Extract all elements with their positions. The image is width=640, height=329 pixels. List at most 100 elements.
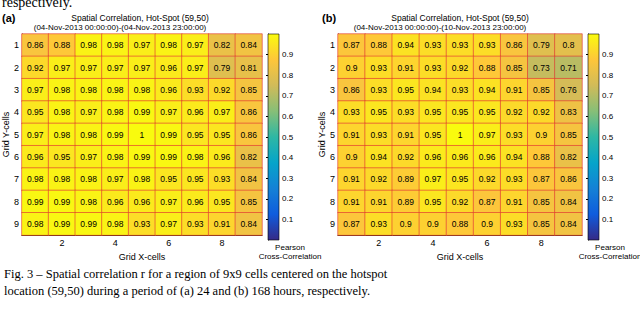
svg-text:0.7: 0.7 <box>282 91 294 100</box>
svg-text:0.93: 0.93 <box>370 85 387 95</box>
svg-text:0.96: 0.96 <box>107 197 124 207</box>
svg-text:0.97: 0.97 <box>425 174 442 184</box>
svg-text:0.86: 0.86 <box>27 40 44 50</box>
svg-text:0.3: 0.3 <box>602 174 614 183</box>
svg-text:0.5: 0.5 <box>602 133 614 142</box>
svg-text:0.86: 0.86 <box>506 40 523 50</box>
svg-text:0.95: 0.95 <box>398 85 415 95</box>
svg-text:0.98: 0.98 <box>187 152 204 162</box>
svg-text:4: 4 <box>14 107 19 117</box>
svg-text:0.95: 0.95 <box>425 107 442 117</box>
svg-text:1: 1 <box>330 40 335 50</box>
svg-text:0.88: 0.88 <box>54 40 71 50</box>
svg-text:6: 6 <box>330 152 335 162</box>
svg-text:0.97: 0.97 <box>27 130 44 140</box>
svg-text:0.9: 0.9 <box>427 219 439 229</box>
svg-text:0.87: 0.87 <box>343 219 360 229</box>
svg-text:0.3: 0.3 <box>282 174 294 183</box>
svg-text:0.97: 0.97 <box>107 174 124 184</box>
svg-text:0.84: 0.84 <box>560 197 577 207</box>
svg-text:0.98: 0.98 <box>134 174 151 184</box>
svg-text:0.99: 0.99 <box>54 219 71 229</box>
svg-text:0.95: 0.95 <box>479 107 496 117</box>
svg-text:0.95: 0.95 <box>187 130 204 140</box>
svg-text:0.95: 0.95 <box>425 130 442 140</box>
svg-text:0.96: 0.96 <box>479 152 496 162</box>
svg-text:0.95: 0.95 <box>54 152 71 162</box>
svg-text:6: 6 <box>485 238 490 248</box>
svg-text:0.92: 0.92 <box>398 152 415 162</box>
svg-text:0.97: 0.97 <box>80 63 97 73</box>
svg-text:0.91: 0.91 <box>506 197 523 207</box>
svg-text:0.89: 0.89 <box>398 174 415 184</box>
svg-text:0.94: 0.94 <box>398 40 415 50</box>
svg-text:0.98: 0.98 <box>107 107 124 117</box>
svg-text:0.99: 0.99 <box>54 197 71 207</box>
svg-text:8: 8 <box>330 197 335 207</box>
svg-text:0.93: 0.93 <box>506 130 523 140</box>
svg-text:0.93: 0.93 <box>187 85 204 95</box>
svg-text:7: 7 <box>14 174 19 184</box>
svg-text:0.98: 0.98 <box>80 130 97 140</box>
svg-text:0.6: 0.6 <box>602 112 614 121</box>
svg-text:0.91: 0.91 <box>370 197 387 207</box>
svg-text:0.6: 0.6 <box>282 112 294 121</box>
svg-text:0.93: 0.93 <box>187 219 204 229</box>
svg-text:0.95: 0.95 <box>214 130 231 140</box>
svg-text:2: 2 <box>59 238 64 248</box>
svg-text:0.96: 0.96 <box>160 85 177 95</box>
svg-text:0.93: 0.93 <box>343 107 360 117</box>
svg-text:0.98: 0.98 <box>27 219 44 229</box>
svg-text:0.71: 0.71 <box>560 63 577 73</box>
svg-text:0.96: 0.96 <box>425 152 442 162</box>
svg-text:0.96: 0.96 <box>187 107 204 117</box>
svg-text:0.9: 0.9 <box>481 219 493 229</box>
svg-text:0.9: 0.9 <box>535 130 547 140</box>
svg-text:0.98: 0.98 <box>80 40 97 50</box>
svg-text:0.95: 0.95 <box>452 174 469 184</box>
svg-text:0.84: 0.84 <box>240 219 257 229</box>
svg-text:0.93: 0.93 <box>506 174 523 184</box>
svg-text:0.95: 0.95 <box>27 107 44 117</box>
svg-text:0.98: 0.98 <box>160 40 177 50</box>
svg-text:0.82: 0.82 <box>214 40 231 50</box>
svg-text:0.85: 0.85 <box>560 130 577 140</box>
svg-text:0.98: 0.98 <box>107 152 124 162</box>
svg-text:0.91: 0.91 <box>343 174 360 184</box>
svg-text:0.92: 0.92 <box>479 174 496 184</box>
svg-text:0.5: 0.5 <box>282 133 294 142</box>
svg-text:0.89: 0.89 <box>398 197 415 207</box>
svg-text:1: 1 <box>14 40 19 50</box>
svg-text:0.88: 0.88 <box>452 219 469 229</box>
svg-text:0.87: 0.87 <box>533 174 550 184</box>
svg-text:0.4: 0.4 <box>282 153 294 162</box>
svg-text:0.85: 0.85 <box>533 85 550 95</box>
svg-text:Spatial Correlation, Hot-Spot: Spatial Correlation, Hot-Spot (59,50) <box>71 13 209 23</box>
svg-text:0.96: 0.96 <box>134 197 151 207</box>
svg-text:0.8: 0.8 <box>563 40 575 50</box>
svg-text:0.98: 0.98 <box>80 85 97 95</box>
svg-text:Cross-Correlation: Cross-Correlation <box>579 252 640 261</box>
svg-text:0.93: 0.93 <box>506 219 523 229</box>
svg-text:3: 3 <box>14 85 19 95</box>
svg-text:0.98: 0.98 <box>80 174 97 184</box>
svg-text:0.86: 0.86 <box>240 130 257 140</box>
svg-text:0.97: 0.97 <box>479 130 496 140</box>
svg-text:0.93: 0.93 <box>134 219 151 229</box>
svg-text:0.79: 0.79 <box>214 63 231 73</box>
svg-text:0.76: 0.76 <box>560 85 577 95</box>
svg-text:0.99: 0.99 <box>134 152 151 162</box>
svg-text:0.93: 0.93 <box>479 40 496 50</box>
svg-text:0.1: 0.1 <box>602 215 614 224</box>
svg-text:0.99: 0.99 <box>80 219 97 229</box>
svg-text:5: 5 <box>14 130 19 140</box>
svg-text:0.97: 0.97 <box>187 40 204 50</box>
svg-text:0.2: 0.2 <box>602 194 614 203</box>
svg-text:0.92: 0.92 <box>533 107 550 117</box>
svg-text:0.99: 0.99 <box>27 197 44 207</box>
svg-text:0.99: 0.99 <box>134 107 151 117</box>
svg-text:0.95: 0.95 <box>160 174 177 184</box>
svg-text:0.92: 0.92 <box>370 174 387 184</box>
svg-text:0.73: 0.73 <box>533 63 550 73</box>
svg-text:Grid Y-cells: Grid Y-cells <box>317 111 327 157</box>
